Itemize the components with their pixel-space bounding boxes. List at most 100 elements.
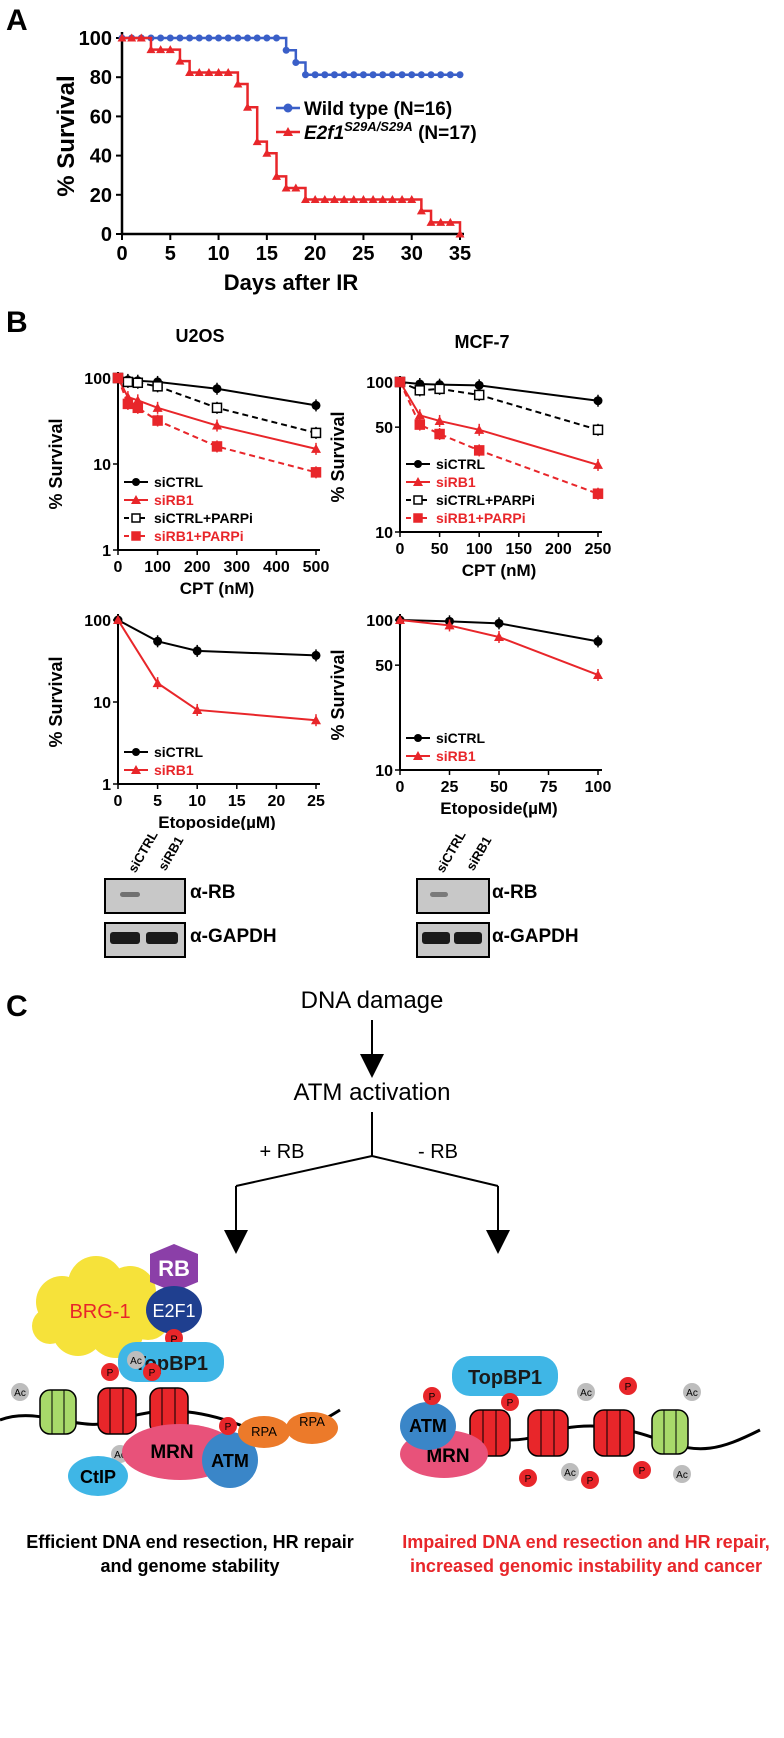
a-point bbox=[166, 34, 174, 42]
b-xtick-label: 0 bbox=[114, 793, 123, 810]
a-point bbox=[165, 45, 175, 54]
b-point bbox=[132, 377, 144, 389]
b-xtick-label: 150 bbox=[505, 541, 532, 558]
b-point bbox=[122, 376, 134, 388]
b-ytick-label: 50 bbox=[375, 420, 393, 437]
topbp1-right bbox=[452, 1356, 558, 1396]
a-point bbox=[195, 34, 203, 42]
a-point bbox=[215, 34, 223, 42]
a-point bbox=[301, 71, 309, 79]
b-point bbox=[592, 488, 604, 499]
a-point bbox=[321, 71, 329, 79]
brg1-label: BRG-1 bbox=[69, 1301, 130, 1323]
b-legend-label: siCTRL bbox=[436, 730, 485, 746]
acetyl-r2 bbox=[683, 1383, 701, 1401]
nucleosome-red-right-3 bbox=[593, 1409, 635, 1457]
a-point bbox=[252, 137, 262, 146]
panel-a-survival-chart: 0 20 40 60 80 100 0 5 10 15 20 25 30 35 Days after IR%… bbox=[53, 28, 477, 295]
b-legend-marker bbox=[131, 531, 141, 541]
a-point bbox=[369, 71, 377, 79]
nucleosome-green-left bbox=[39, 1389, 77, 1435]
a-point bbox=[234, 34, 242, 42]
b-xtick-label: 100 bbox=[144, 559, 171, 576]
blot-lane-siCTRL-mcf7: siCTRL bbox=[433, 828, 469, 875]
a-point bbox=[330, 71, 338, 79]
b-point bbox=[593, 396, 603, 406]
acetyl-1-label: Ac bbox=[14, 1388, 26, 1399]
acetyl-r1-label: Ac bbox=[580, 1388, 592, 1399]
b-xtick-label: 500 bbox=[303, 559, 330, 576]
b-ytick-label: 10 bbox=[93, 695, 111, 712]
b-point bbox=[192, 704, 203, 714]
acetyl-r4 bbox=[673, 1465, 691, 1483]
a-point bbox=[223, 67, 233, 76]
b-point bbox=[311, 650, 321, 660]
branch-left bbox=[235, 1155, 373, 1187]
b-point bbox=[310, 467, 322, 478]
b-xtick-label: 5 bbox=[153, 793, 162, 810]
b-point bbox=[192, 646, 202, 656]
blot-rb bbox=[104, 878, 186, 914]
panel-letter-b: B bbox=[6, 306, 28, 339]
b-legend-marker bbox=[413, 477, 423, 486]
a-point bbox=[253, 34, 261, 42]
b-ylabel: % Survival bbox=[328, 649, 348, 740]
a-point bbox=[358, 195, 368, 204]
a-point bbox=[455, 229, 465, 238]
b-legend-label: siRB1 bbox=[154, 762, 194, 778]
b-point bbox=[414, 419, 426, 430]
b-point bbox=[593, 636, 603, 646]
a-point bbox=[176, 34, 184, 42]
phospho-r3 bbox=[519, 1469, 537, 1487]
b-legend-label: siRB1 bbox=[154, 492, 194, 508]
caption-right: Impaired DNA end resection and HR repair… bbox=[402, 1532, 770, 1576]
a-xtick-label: 0 bbox=[116, 243, 127, 265]
phospho-atm-right-label: P bbox=[429, 1392, 436, 1403]
a-point bbox=[387, 195, 397, 204]
a-point bbox=[272, 171, 282, 180]
phospho-atm-right bbox=[423, 1387, 441, 1405]
a-point bbox=[339, 195, 349, 204]
blot-lane-siCTRL: siCTRL bbox=[125, 828, 161, 875]
b-legend-label: siRB1+PARPi bbox=[154, 528, 244, 544]
b-xtick-label: 0 bbox=[396, 541, 405, 558]
b-xtick-label: 200 bbox=[184, 559, 211, 576]
a-point bbox=[329, 195, 339, 204]
atm-left-label: ATM bbox=[211, 1451, 249, 1471]
b-xlabel: Etoposide(µM) bbox=[440, 799, 557, 818]
b-series-line bbox=[117, 377, 317, 434]
b-xtick-label: 10 bbox=[188, 793, 206, 810]
b-point bbox=[434, 383, 445, 395]
b-legend-marker bbox=[413, 513, 423, 523]
b-point bbox=[414, 410, 425, 420]
b-point bbox=[211, 441, 223, 452]
b-series-line bbox=[399, 619, 599, 643]
rb-hexagon bbox=[150, 1244, 198, 1292]
b-xtick-label: 100 bbox=[466, 541, 493, 558]
b-point bbox=[434, 428, 445, 440]
a-point bbox=[243, 102, 253, 111]
rpa-1 bbox=[238, 1416, 290, 1448]
a-point bbox=[379, 71, 387, 79]
a-point bbox=[300, 195, 310, 204]
a-ytick-label: 80 bbox=[90, 67, 112, 89]
a-xtick-label: 5 bbox=[165, 243, 176, 265]
b-legend-marker bbox=[413, 495, 423, 505]
atm-left bbox=[202, 1432, 258, 1488]
minus-rb-label: - RB bbox=[418, 1141, 458, 1163]
blot-gapdh bbox=[104, 922, 186, 958]
b-xtick-label: 50 bbox=[431, 541, 449, 558]
b-xtick-label: 400 bbox=[263, 559, 290, 576]
phospho-3 bbox=[143, 1363, 161, 1381]
a-xtick-label: 15 bbox=[256, 243, 278, 265]
plus-rb-label: + RB bbox=[259, 1141, 304, 1163]
b-ytick-label: 1 bbox=[102, 777, 111, 794]
b-xtick-label: 25 bbox=[307, 793, 325, 810]
b-legend-marker bbox=[131, 495, 141, 504]
a-xtick-label: 25 bbox=[352, 243, 374, 265]
a-point bbox=[194, 67, 204, 76]
b-point bbox=[211, 402, 223, 414]
a-point bbox=[398, 71, 406, 79]
phospho-r5 bbox=[633, 1461, 651, 1479]
acetyl-r1 bbox=[577, 1383, 595, 1401]
